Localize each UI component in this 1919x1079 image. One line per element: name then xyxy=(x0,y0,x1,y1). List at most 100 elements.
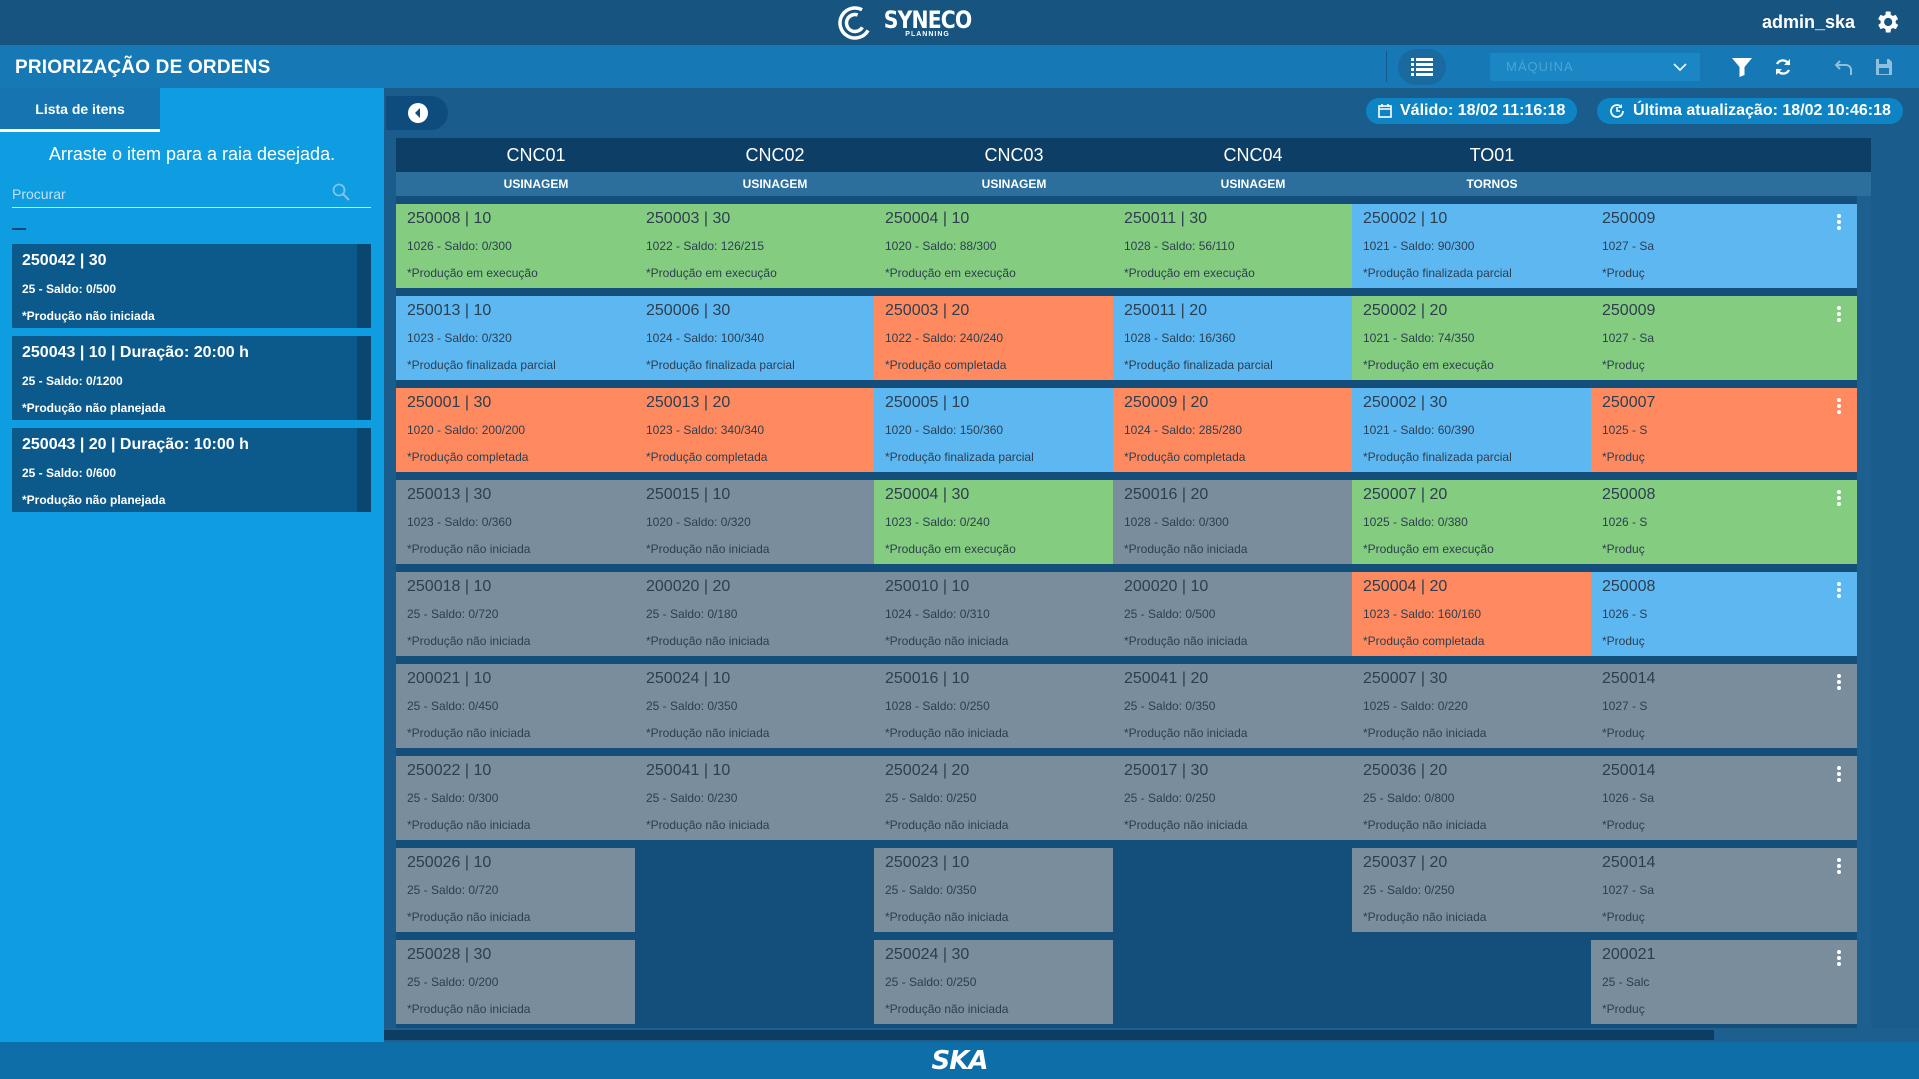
kebab-menu-icon[interactable] xyxy=(1837,766,1841,782)
order-card[interactable]: 250007 1025 - S *Produç xyxy=(1591,388,1857,472)
sidebar-order-card[interactable]: 250043 | 10 | Duração: 20:00 h 25 - Saldo… xyxy=(12,336,371,420)
kebab-menu-icon[interactable] xyxy=(1837,306,1841,322)
order-card[interactable]: 250024 | 10 25 - Saldo: 0/350 *Produção nã… xyxy=(635,664,901,748)
order-card[interactable]: 250024 | 20 25 - Saldo: 0/250 *Produção nã… xyxy=(874,756,1140,840)
order-card[interactable]: 250037 | 20 25 - Saldo: 0/250 *Produção nã… xyxy=(1352,848,1618,932)
order-card[interactable]: 250004 | 20 1023 - Saldo: 160/160 *Produçã… xyxy=(1352,572,1618,656)
tab-item-list[interactable]: Lista de itens xyxy=(0,88,160,132)
order-balance: 1026 - S xyxy=(1602,515,1648,529)
user-name[interactable]: admin_ska xyxy=(1761,12,1855,32)
order-card[interactable]: 250018 | 10 25 - Saldo: 0/720 *Produção nã… xyxy=(396,572,662,656)
order-card[interactable]: 250002 | 20 1021 - Saldo: 74/350 *Produção… xyxy=(1352,296,1618,380)
kebab-menu-icon[interactable] xyxy=(1837,674,1841,690)
order-title: 250016 | 10 xyxy=(885,670,970,687)
undo-button[interactable] xyxy=(1832,55,1856,79)
order-card[interactable]: 250005 | 10 1020 - Saldo: 150/360 *Produçã… xyxy=(874,388,1140,472)
order-balance: 1022 - Saldo: 126/215 xyxy=(646,239,765,253)
order-card[interactable]: 250013 | 20 1023 - Saldo: 340/340 *Produçã… xyxy=(635,388,901,472)
search-icon[interactable] xyxy=(331,182,351,202)
order-card[interactable]: 250024 | 30 25 - Saldo: 0/250 *Produção nã… xyxy=(874,940,1140,1024)
order-card[interactable]: 250016 | 20 1028 - Saldo: 0/300 *Produção … xyxy=(1113,480,1379,564)
order-card[interactable]: 250002 | 30 1021 - Saldo: 60/390 *Produção… xyxy=(1352,388,1618,472)
order-card[interactable]: 200021 | 10 25 - Saldo: 0/450 *Produção nã… xyxy=(396,664,662,748)
order-card[interactable]: 250010 | 10 1024 - Saldo: 0/310 *Produção … xyxy=(874,572,1140,656)
page-title: PRIORIZAÇÃO DE ORDENS xyxy=(15,57,271,78)
order-title: 250002 | 10 xyxy=(1363,210,1448,227)
order-card[interactable]: 250009 1027 - Sa *Produç xyxy=(1591,296,1857,380)
order-balance: 25 - Saldo: 0/250 xyxy=(885,975,977,989)
sidebar-order-card[interactable]: 250042 | 30 25 - Saldo: 0/500 *Produção nã… xyxy=(12,244,371,328)
order-status: *Produção não iniciada xyxy=(22,309,155,323)
order-card[interactable]: 250026 | 10 25 - Saldo: 0/720 *Produção nã… xyxy=(396,848,662,932)
order-balance: 1028 - Saldo: 16/360 xyxy=(1124,331,1236,345)
last-update-timestamp: Última atualização: 18/02 10:46:18 xyxy=(1597,98,1903,124)
order-card[interactable]: 250004 | 10 1020 - Saldo: 88/300 *Produção… xyxy=(874,204,1140,288)
order-balance: 25 - Saldo: 0/600 xyxy=(22,466,117,480)
order-card[interactable]: 250013 | 10 1023 - Saldo: 0/320 *Produção … xyxy=(396,296,662,380)
order-status: *Produção não iniciada xyxy=(407,726,531,740)
order-title: 250016 | 20 xyxy=(1124,486,1209,503)
order-card[interactable]: 250028 | 30 25 - Saldo: 0/200 *Produção nã… xyxy=(396,940,662,1024)
order-card[interactable]: 250008 1026 - S *Produç xyxy=(1591,572,1857,656)
order-card[interactable]: 250011 | 30 1028 - Saldo: 56/110 *Produção… xyxy=(1113,204,1379,288)
order-card[interactable]: 250003 | 30 1022 - Saldo: 126/215 *Produçã… xyxy=(635,204,901,288)
kebab-menu-icon[interactable] xyxy=(1837,398,1841,414)
order-balance: 1025 - S xyxy=(1602,423,1648,437)
order-card[interactable]: 250003 | 20 1022 - Saldo: 240/240 *Produçã… xyxy=(874,296,1140,380)
order-card[interactable]: 250007 | 30 1025 - Saldo: 0/220 *Produção … xyxy=(1352,664,1618,748)
sidebar-order-card[interactable]: 250043 | 20 | Duração: 10:00 h 25 - Saldo… xyxy=(12,428,371,512)
save-button[interactable] xyxy=(1872,55,1896,79)
order-card[interactable]: 250006 | 30 1024 - Saldo: 100/340 *Produçã… xyxy=(635,296,901,380)
list-view-button[interactable] xyxy=(1398,49,1446,85)
order-card[interactable]: 250023 | 10 25 - Saldo: 0/350 *Produção nã… xyxy=(874,848,1140,932)
order-card[interactable]: 250007 | 20 1025 - Saldo: 0/380 *Produção … xyxy=(1352,480,1618,564)
order-balance: 1021 - Saldo: 90/300 xyxy=(1363,239,1475,253)
order-card[interactable]: 250009 | 20 1024 - Saldo: 285/280 *Produçã… xyxy=(1113,388,1379,472)
order-balance: 1026 - Saldo: 0/300 xyxy=(407,239,512,253)
items-sidebar: Lista de itens Arraste o item para a rai… xyxy=(0,88,384,1042)
search-input[interactable]: Procurar xyxy=(12,180,371,208)
filter-button[interactable] xyxy=(1730,55,1754,79)
order-card[interactable]: 250041 | 10 25 - Saldo: 0/230 *Produção nã… xyxy=(635,756,901,840)
gear-icon[interactable] xyxy=(1873,8,1901,36)
horizontal-scrollbar-thumb[interactable] xyxy=(384,1030,1714,1040)
order-card[interactable]: 250014 1027 - Sa *Produç xyxy=(1591,848,1857,932)
order-card[interactable]: 250002 | 10 1021 - Saldo: 90/300 *Produção… xyxy=(1352,204,1618,288)
order-card[interactable]: 250004 | 30 1023 - Saldo: 0/240 *Produção … xyxy=(874,480,1140,564)
order-card[interactable]: 250036 | 20 25 - Saldo: 0/800 *Produção nã… xyxy=(1352,756,1618,840)
order-status: *Produção não iniciada xyxy=(646,542,770,556)
machine-select-placeholder: MÁQUINA xyxy=(1506,59,1574,74)
order-card[interactable]: 250041 | 20 25 - Saldo: 0/350 *Produção nã… xyxy=(1113,664,1379,748)
order-card[interactable]: 250015 | 10 1020 - Saldo: 0/320 *Produção … xyxy=(635,480,901,564)
kebab-menu-icon[interactable] xyxy=(1837,490,1841,506)
refresh-button[interactable] xyxy=(1771,55,1795,79)
order-balance: 1027 - Sa xyxy=(1602,239,1655,253)
order-card[interactable]: 250016 | 10 1028 - Saldo: 0/250 *Produção … xyxy=(874,664,1140,748)
order-card[interactable]: 250001 | 30 1020 - Saldo: 200/200 *Produçã… xyxy=(396,388,662,472)
kebab-menu-icon[interactable] xyxy=(1837,214,1841,230)
order-card[interactable]: 200020 | 10 25 - Saldo: 0/500 *Produção nã… xyxy=(1113,572,1379,656)
order-card[interactable]: 200021 25 - Salc *Produç xyxy=(1591,940,1857,1024)
order-title: 250043 | 20 | Duração: 10:00 h xyxy=(22,436,249,453)
order-card[interactable]: 250022 | 10 25 - Saldo: 0/300 *Produção nã… xyxy=(396,756,662,840)
kebab-menu-icon[interactable] xyxy=(1837,858,1841,874)
order-balance: 25 - Saldo: 0/350 xyxy=(1124,699,1216,713)
order-card[interactable]: 250014 1026 - Sa *Produç xyxy=(1591,756,1857,840)
order-card[interactable]: 250014 1027 - S *Produç xyxy=(1591,664,1857,748)
collapse-sidebar-button[interactable] xyxy=(386,96,448,130)
order-card[interactable]: 250009 1027 - Sa *Produç xyxy=(1591,204,1857,288)
kebab-menu-icon[interactable] xyxy=(1837,582,1841,598)
order-card[interactable]: 250008 1026 - S *Produç xyxy=(1591,480,1857,564)
order-card[interactable]: 250013 | 30 1023 - Saldo: 0/360 *Produção … xyxy=(396,480,662,564)
order-card[interactable]: 200020 | 20 25 - Saldo: 0/180 *Produção nã… xyxy=(635,572,901,656)
order-card[interactable]: 250008 | 10 1026 - Saldo: 0/300 *Produção … xyxy=(396,204,662,288)
order-title: 200021 | 10 xyxy=(407,670,492,687)
kebab-menu-icon[interactable] xyxy=(1837,950,1841,966)
horizontal-scrollbar[interactable] xyxy=(384,1028,1919,1042)
machine-select[interactable]: MÁQUINA xyxy=(1490,53,1700,81)
order-balance: 1028 - Saldo: 56/110 xyxy=(1124,239,1235,253)
order-card[interactable]: 250017 | 30 25 - Saldo: 0/250 *Produção nã… xyxy=(1113,756,1379,840)
lane-scrollbar[interactable] xyxy=(1857,196,1871,1028)
order-status: *Produção em execução xyxy=(1363,358,1494,372)
order-card[interactable]: 250011 | 20 1028 - Saldo: 16/360 *Produção… xyxy=(1113,296,1379,380)
